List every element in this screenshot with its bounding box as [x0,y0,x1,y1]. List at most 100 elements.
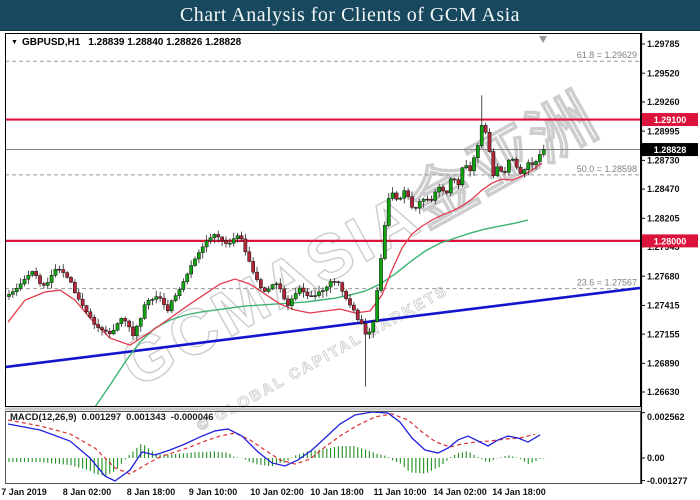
candle-up [197,252,201,260]
candle-down [73,281,77,293]
candle-up [328,281,333,288]
candle-down [127,320,131,328]
price-tick-label-2: 1.29260 [647,97,680,107]
candle-down [88,311,93,318]
candle-up [448,178,453,194]
price-tick-label-0: 1.29785 [647,39,680,49]
candle-down [410,196,414,208]
candle-up [541,149,546,155]
candle-up [538,154,542,162]
candle-up [270,284,275,290]
candle-down [468,165,472,172]
candle-up [460,167,465,185]
price-tick-label-3: 1.28995 [647,126,680,136]
candle-up [30,271,35,276]
candle-up [386,198,391,226]
candle-down [107,331,112,335]
candle-up [402,190,407,199]
candle-down [487,131,492,152]
candle-down [38,275,42,284]
candle-up [313,295,317,297]
candle-up [476,145,480,159]
candle-up [177,289,182,296]
candle-down [452,178,457,181]
price-badge-label-support: 1.28000 [654,236,687,246]
price-tick-label-11: 1.26890 [647,359,680,369]
candle-up [495,166,500,176]
candle-down [76,292,81,300]
candle-up [146,300,151,306]
candle-down [255,271,259,280]
candle-up [507,159,511,173]
candle-down [42,283,46,286]
candle-down [158,296,162,299]
candle-up [293,293,298,300]
candle-down [456,179,461,185]
candle-down [491,151,496,176]
time-label-7: 14 Jan 02:00 [433,487,487,497]
candle-up [169,300,174,312]
candle-down [425,198,430,201]
candle-down [514,159,519,168]
candle-up [119,318,124,324]
candle-up [464,165,469,169]
candle-down [518,166,523,174]
time-label-8: 14 Jan 18:00 [492,487,546,497]
macd-histogram [8,444,545,476]
price-tick-label-9: 1.27415 [647,301,680,311]
price-badge-support [642,234,698,248]
candle-down [131,326,135,337]
price-tick-label-12: 1.26630 [647,387,680,397]
candle-down [441,186,445,192]
candle-down [429,199,434,201]
candle-down [216,234,221,238]
candle-up [228,242,232,245]
candle-up [526,162,531,170]
candle-up [321,290,325,293]
ascending-trendline [5,286,641,369]
chart-shift-marker-icon[interactable] [539,36,547,43]
candles [7,95,546,387]
candle-down [224,240,228,244]
macd-pane [7,411,545,482]
candle-up [173,295,178,301]
candle-up [235,235,240,239]
price-badge-resistance [642,113,698,127]
candle-down [352,304,356,311]
candle-down [445,190,449,194]
candle-down [96,324,100,328]
candle-up [185,273,190,282]
candle-up [317,291,321,296]
candle-down [301,287,306,293]
candle-up [274,283,279,286]
time-label-0: 7 Jan 2019 [1,487,47,497]
candle-down [100,327,104,331]
candle-down [483,125,488,133]
candle-down [414,207,418,209]
candle-down [355,309,360,320]
candle-down [247,251,252,262]
candle-down [69,277,73,283]
symbol-dropdown-icon[interactable]: ▼ [11,39,18,46]
macd-axis-label-0: 0.002562 [647,412,685,422]
macd-value: 0.001297 [81,412,122,423]
candle-up [11,291,15,295]
time-label-2: 8 Jan 18:00 [127,487,176,497]
candle-up [371,321,376,333]
candle-up [53,268,58,276]
candle-down [84,305,89,313]
candle-up [390,192,395,199]
candle-up [26,274,31,280]
candle-up [367,331,372,335]
time-label-6: 11 Jan 10:00 [373,487,426,497]
title-banner: Chart Analysis for Clients of GCM Asia [0,0,700,31]
candle-down [406,190,410,197]
candle-down [220,236,224,241]
candle-down [309,295,314,298]
price-tick-label-4: 1.28730 [647,156,680,166]
pane-separator[interactable] [5,407,641,411]
candle-up [297,287,302,294]
candle-down [363,323,368,335]
candle-up [150,299,155,301]
